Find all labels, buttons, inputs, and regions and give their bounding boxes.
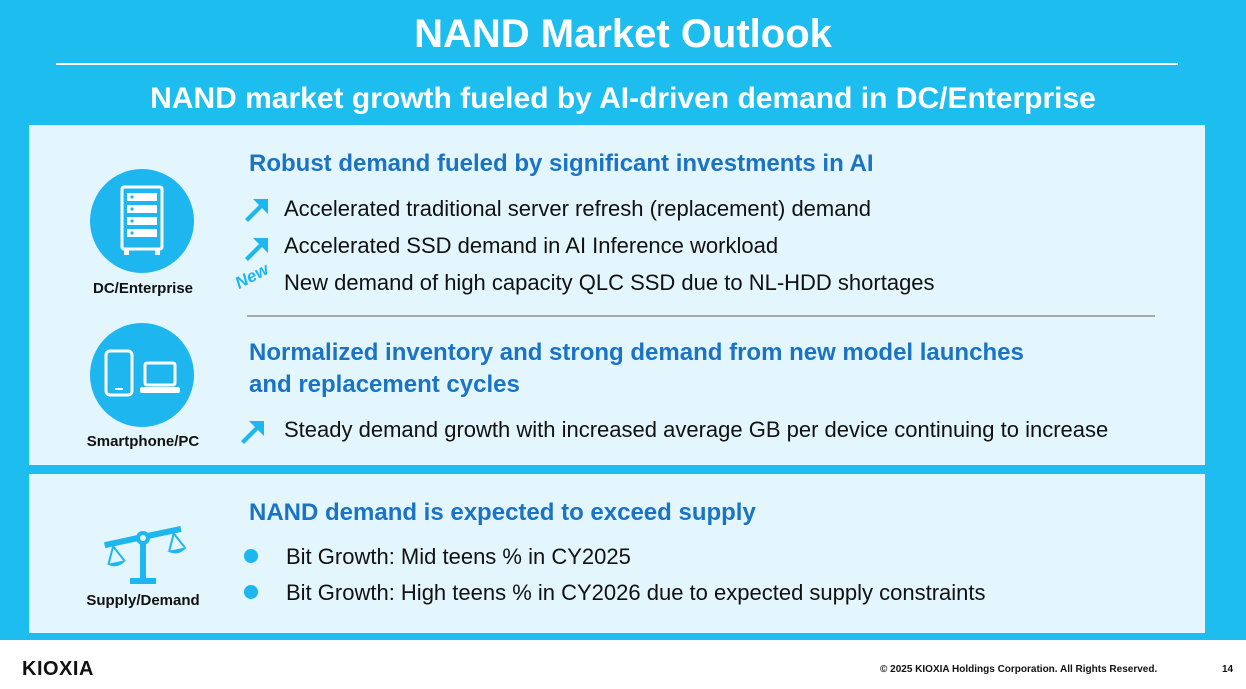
supply-bullet-1: Bit Growth: Mid teens % in CY2025 <box>286 544 631 569</box>
panel-supply-demand <box>29 474 1205 633</box>
smartphone-pc-label: Smartphone/PC <box>86 433 200 450</box>
server-rack-icon <box>90 169 194 273</box>
supply-heading: NAND demand is expected to exceed supply <box>249 499 756 526</box>
dc-heading: Robust demand fueled by significant inve… <box>249 150 874 177</box>
dc-bullet-1: Accelerated traditional server refresh (… <box>284 196 871 221</box>
bullet-dot <box>244 549 258 563</box>
slide-title: NAND Market Outlook <box>414 12 832 56</box>
copyright-notice: © 2025 KIOXIA Holdings Corporation. All … <box>880 664 1158 675</box>
dc-enterprise-label: DC/Enterprise <box>92 280 194 297</box>
smartphone-laptop-icon <box>90 323 194 427</box>
bullet-dot <box>244 585 258 599</box>
page-number: 14 <box>1222 664 1234 675</box>
up-right-arrow-icon <box>241 235 271 265</box>
smartphone-heading-line2: and replacement cycles <box>249 371 520 398</box>
dc-bullet-3: New demand of high capacity QLC SSD due … <box>284 270 935 295</box>
up-right-arrow-icon <box>241 196 271 226</box>
smartphone-bullet-1: Steady demand growth with increased aver… <box>284 417 1109 442</box>
supply-demand-label: Supply/Demand <box>86 592 200 609</box>
dc-bullet-2: Accelerated SSD demand in AI Inference w… <box>284 233 779 258</box>
kioxia-logo: KIOXIA <box>22 658 94 680</box>
title-underline <box>56 63 1178 65</box>
section-divider <box>247 315 1155 317</box>
balance-scale-icon <box>100 518 187 586</box>
panel-dc-smartphone <box>29 125 1205 465</box>
up-right-arrow-icon <box>237 418 267 448</box>
slide-subtitle: NAND market growth fueled by AI-driven d… <box>150 82 1096 115</box>
supply-bullet-2: Bit Growth: High teens % in CY2026 due t… <box>286 580 986 605</box>
smartphone-heading-line1: Normalized inventory and strong demand f… <box>249 339 1024 366</box>
